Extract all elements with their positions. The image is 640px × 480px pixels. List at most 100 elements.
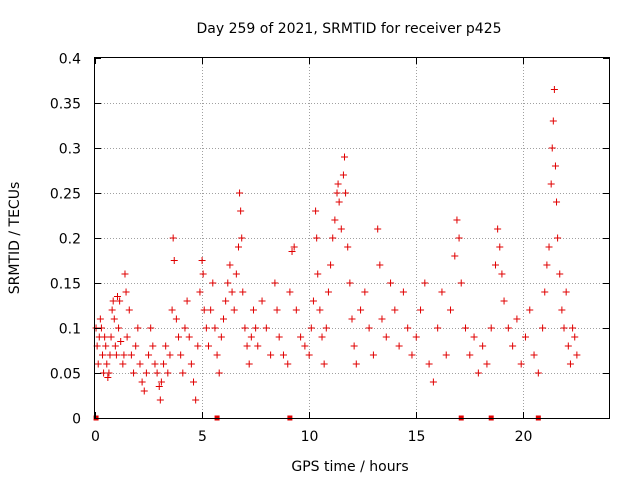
data-point: [417, 306, 425, 314]
data-point: [234, 243, 242, 251]
data-point: [121, 270, 129, 278]
data-point: [205, 342, 213, 350]
data-point: [562, 288, 570, 296]
data-point: [334, 180, 342, 188]
data-point: [331, 216, 339, 224]
data-point: [399, 288, 407, 296]
data-point: [104, 374, 112, 381]
data-point: [111, 342, 119, 350]
data-point: [232, 270, 240, 278]
data-point: [425, 360, 433, 368]
data-point: [341, 153, 349, 161]
data-point: [479, 342, 487, 350]
data-point: [548, 144, 556, 152]
data-point: [112, 351, 120, 359]
data-point: [442, 351, 450, 359]
data-point: [117, 338, 125, 345]
data-point: [470, 333, 478, 341]
data-point: [457, 279, 465, 287]
x-tick-label: 5: [198, 429, 207, 445]
data-point: [115, 324, 123, 332]
data-point: [526, 306, 534, 314]
x-axis-label: GPS time / hours: [291, 459, 408, 475]
data-point: [320, 360, 328, 368]
data-point: [215, 369, 223, 377]
x-axis-ticks: 0 5 10 15 20: [91, 58, 532, 445]
data-point: [314, 270, 322, 278]
data-point: [230, 306, 238, 314]
data-point: [438, 288, 446, 296]
data-point: [387, 279, 395, 287]
data-point: [183, 297, 191, 305]
data-point: [429, 378, 437, 386]
x-tick-label: 15: [408, 429, 426, 445]
plot-frame: [94, 57, 610, 419]
data-point: [237, 207, 245, 215]
data-point: [241, 324, 249, 332]
data-point: [569, 324, 577, 332]
data-point: [421, 279, 429, 287]
x-tick-label: 0: [91, 429, 100, 445]
data-point: [101, 333, 109, 341]
data-point: [369, 351, 377, 359]
data-point: [138, 378, 146, 386]
data-point: [534, 369, 542, 377]
data-point: [247, 333, 255, 341]
data-point: [566, 360, 574, 368]
data-point: [339, 171, 347, 179]
data-point: [190, 378, 198, 386]
data-point: [169, 234, 177, 242]
data-point: [192, 396, 200, 404]
data-point: [404, 324, 412, 332]
data-point: [136, 360, 144, 368]
data-point: [541, 288, 549, 296]
data-point: [254, 342, 262, 350]
data-point: [140, 387, 148, 395]
data-point: [307, 324, 315, 332]
data-point: [408, 351, 416, 359]
data-point: [119, 360, 127, 368]
data-point: [558, 306, 566, 314]
y-tick-label: 0.35: [50, 97, 81, 113]
data-point: [110, 315, 118, 323]
data-point: [187, 360, 195, 368]
data-point: [217, 333, 225, 341]
data-points: [92, 86, 581, 404]
data-point: [521, 333, 529, 341]
data-point: [494, 225, 502, 233]
data-point: [194, 342, 202, 350]
data-point: [549, 117, 557, 125]
data-point: [539, 324, 547, 332]
data-point: [262, 324, 270, 332]
data-point: [172, 315, 180, 323]
data-point: [455, 234, 463, 242]
data-point: [245, 360, 253, 368]
data-point: [318, 333, 326, 341]
data-point: [547, 180, 555, 188]
data-point: [305, 351, 313, 359]
data-point: [179, 369, 187, 377]
data-point: [162, 342, 170, 350]
data-point: [504, 324, 512, 332]
data-point: [170, 257, 178, 264]
data-point: [267, 351, 275, 359]
data-point: [211, 324, 219, 332]
data-point: [361, 288, 369, 296]
y-axis-ticks: 0 0.05 0.1 0.15 0.2 0.25 0.3 0.35 0.4: [50, 52, 609, 428]
data-point: [147, 324, 155, 332]
data-point: [151, 360, 159, 368]
data-point: [273, 306, 281, 314]
data-point: [220, 315, 227, 323]
data-point: [560, 324, 568, 332]
data-point: [249, 306, 257, 314]
data-point: [316, 306, 324, 314]
data-point: [346, 279, 354, 287]
data-point: [108, 306, 116, 314]
data-point: [550, 86, 558, 93]
data-point: [509, 342, 517, 350]
data-point: [327, 261, 335, 269]
data-point: [301, 342, 309, 350]
data-point: [530, 351, 538, 359]
data-point: [391, 306, 399, 314]
data-point: [200, 306, 208, 314]
